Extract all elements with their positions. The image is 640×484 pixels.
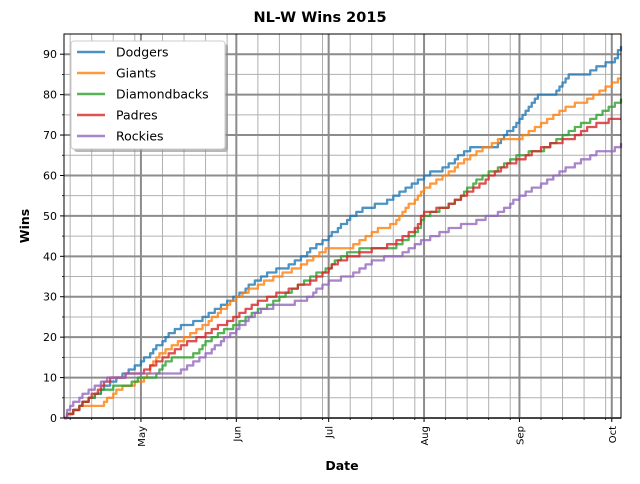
series-line-dodgers: [64, 46, 623, 420]
x-tick-label: May: [137, 426, 148, 447]
chart-title: NL-W Wins 2015: [253, 10, 386, 26]
y-axis-label: Wins: [17, 209, 32, 243]
x-tick-label: Jun: [232, 426, 243, 443]
x-axis-label: Date: [325, 458, 358, 473]
legend-label: Giants: [116, 66, 156, 81]
y-tick-label: 10: [43, 372, 57, 385]
series-line-giants: [64, 77, 621, 420]
y-tick-label: 0: [50, 412, 57, 425]
y-tick-label: 80: [43, 89, 57, 102]
y-tick-label: 60: [43, 169, 57, 182]
legend-label: Padres: [116, 108, 158, 123]
y-tick-label: 20: [43, 331, 57, 344]
series-line-padres: [64, 117, 621, 420]
y-tick-label: 50: [43, 210, 57, 223]
y-tick-label: 90: [43, 48, 57, 61]
legend-label: Diamondbacks: [116, 87, 209, 102]
series-lines: [64, 46, 623, 420]
legend-label: Rockies: [116, 129, 164, 144]
x-tick-label: Sep: [515, 426, 526, 445]
y-tick-label: 70: [43, 129, 57, 142]
series-line-rockies: [64, 143, 623, 420]
series-line-diamondbacks: [64, 98, 623, 420]
x-tick-label: Oct: [608, 426, 619, 443]
legend-box: [70, 40, 226, 150]
legend-label: Dodgers: [116, 45, 168, 60]
legend: Dodgers Giants Diamondbacks Padres Rockies: [70, 40, 228, 152]
y-tick-label: 30: [43, 291, 57, 304]
axis-ticks: May Jun Jul Aug Sep Oct 0 10 20 30 40 50 60 70 80 90: [43, 48, 619, 446]
x-tick-label: Jul: [325, 426, 336, 439]
x-tick-label: Aug: [420, 426, 431, 446]
plot-frame: [63, 33, 622, 419]
y-tick-label: 40: [43, 250, 57, 263]
